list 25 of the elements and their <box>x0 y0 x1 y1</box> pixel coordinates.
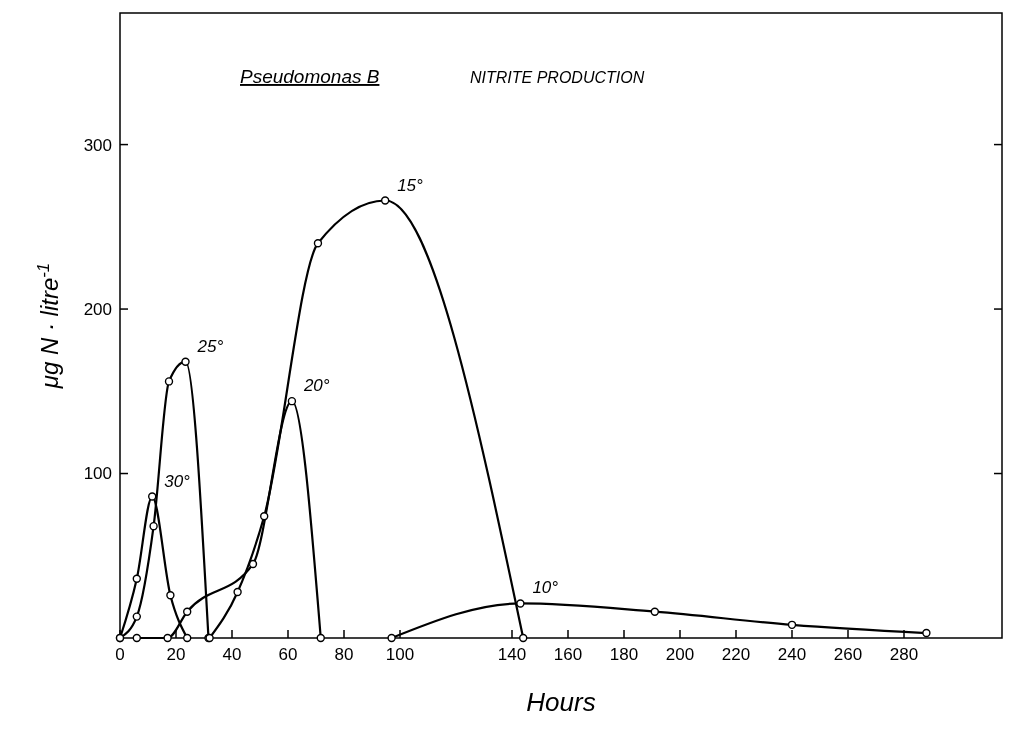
x-tick-label: 60 <box>278 645 298 664</box>
x-tick-label: 20 <box>166 645 186 664</box>
x-tick-label: 200 <box>665 645 695 664</box>
y-tick-label: 100 <box>83 464 112 484</box>
x-tick-label: 100 <box>385 645 415 664</box>
x-tick-label: 180 <box>609 645 639 664</box>
x-tick-label: 40 <box>222 645 242 664</box>
text: Pseudomonas B <box>240 66 380 87</box>
x-tick-label: 280 <box>889 645 919 664</box>
series-label: 30° <box>164 471 191 491</box>
series-label: 15° <box>397 175 424 195</box>
series-label: 25° <box>196 336 224 356</box>
text: NITRITE PRODUCTION <box>470 69 645 86</box>
series-label: 20° <box>302 376 330 396</box>
x-tick-label: 240 <box>777 645 807 664</box>
x-tick-label: 260 <box>833 645 863 664</box>
x-tick-label: 160 <box>553 645 583 664</box>
y-tick-label: 300 <box>83 135 112 155</box>
x-tick-label: 80 <box>334 645 354 664</box>
x-tick-label: 140 <box>497 645 527 664</box>
x-tick-label: 220 <box>721 645 751 664</box>
y-tick-label: 200 <box>83 300 112 319</box>
x-tick-label: 0 <box>115 645 125 664</box>
series-label: 10° <box>532 578 559 598</box>
x-axis-title: Hours <box>526 687 596 717</box>
